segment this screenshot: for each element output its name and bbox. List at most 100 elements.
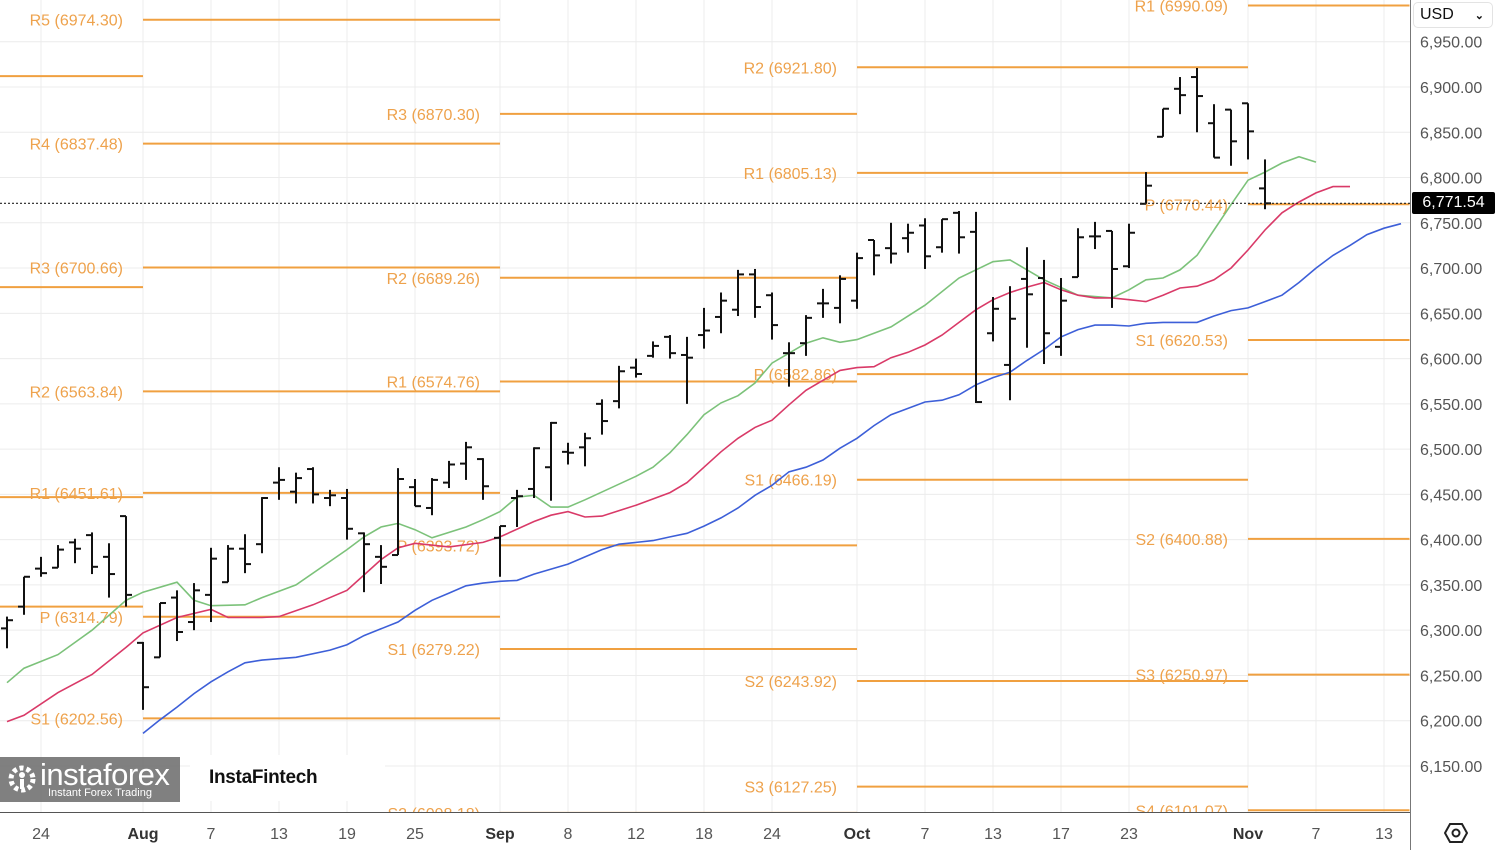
currency-select[interactable]: USD ⌄ [1413, 2, 1493, 28]
pivot-label: S1 (6279.22) [387, 642, 480, 659]
ohlc-bar [732, 269, 744, 317]
ohlc-bar [987, 297, 999, 342]
ohlc-bar [936, 218, 948, 253]
time-tick-label: 8 [564, 826, 573, 843]
time-tick-label: 12 [627, 826, 645, 843]
time-tick-label: Oct [844, 826, 871, 843]
time-tick-label: Sep [485, 826, 515, 843]
pivot-label: R1 (6805.13) [744, 166, 837, 183]
time-tick-label: Nov [1233, 826, 1263, 843]
ma-line-ma-fast [6, 155, 1317, 684]
ohlc-bar [52, 545, 64, 569]
price-tick-label: 6,850.00 [1420, 125, 1482, 142]
price-tick-label: 6,900.00 [1420, 80, 1482, 97]
price-tick-label: 6,700.00 [1420, 261, 1482, 278]
ohlc-bar [579, 432, 591, 467]
chevron-down-icon: ⌄ [1474, 9, 1484, 22]
price-tick-label: 6,600.00 [1420, 352, 1482, 369]
ohlc-bar [137, 641, 149, 710]
ohlc-bar [766, 292, 778, 340]
ohlc-bar [953, 211, 965, 254]
pivot-label: S2 (6400.88) [1135, 532, 1228, 549]
moving-averages [6, 155, 1402, 735]
ohlc-bar [1157, 107, 1169, 138]
ohlc-bar [494, 525, 506, 577]
current-price-badge: 6,771.54 [1412, 192, 1495, 215]
time-axis[interactable]: 24 Aug 7 13 19 25 Sep 8 12 18 24 Oct 7 13 17 23 Nov 7 13 [32, 826, 1393, 843]
ohlc-bar [1174, 77, 1186, 115]
ohlc-bar [120, 515, 132, 607]
ohlc-bar [273, 467, 285, 500]
pivot-levels: R5 (6974.30) R4 (6837.48) R3 (6700.66) R2 (… [0, 0, 1410, 820]
time-tick-label: 7 [207, 826, 216, 843]
currency-select-value: USD [1420, 6, 1454, 23]
ohlc-bar [69, 538, 81, 564]
pivot-label: S1 (6620.53) [1135, 333, 1228, 350]
ohlc-bar [1242, 102, 1254, 160]
ohlc-bars [1, 67, 1271, 710]
pivot-label: S1 (6466.19) [744, 473, 837, 490]
ohlc-bar [868, 238, 880, 276]
gear-logo-icon [8, 765, 36, 793]
ohlc-bar [358, 532, 370, 593]
price-tick-label: 6,500.00 [1420, 442, 1482, 459]
ohlc-bar [528, 447, 540, 499]
ohlc-bar [1004, 286, 1016, 401]
ohlc-bar [1072, 228, 1084, 279]
ohlc-bar [545, 421, 557, 501]
ohlc-bar [596, 399, 608, 435]
pivot-label: S3 (6250.97) [1135, 668, 1228, 685]
ohlc-bar [307, 467, 319, 504]
time-tick-label: 7 [921, 826, 930, 843]
ohlc-bar [715, 292, 727, 334]
ohlc-bar [800, 315, 812, 356]
time-tick-label: 17 [1052, 826, 1070, 843]
time-tick-label: 13 [1375, 826, 1393, 843]
ma-line-ma-slow [142, 222, 1402, 735]
ohlc-bar [783, 342, 795, 387]
ohlc-bar [222, 545, 234, 584]
ohlc-bar [375, 545, 387, 585]
pivot-label: P (6393.72) [397, 538, 480, 555]
ohlc-bar [477, 458, 489, 500]
price-tick-label: 6,250.00 [1420, 668, 1482, 685]
ohlc-bar [1089, 221, 1101, 250]
settings-icon[interactable] [1444, 821, 1468, 845]
ohlc-bar [630, 358, 642, 378]
price-tick-label: 6,800.00 [1420, 171, 1482, 188]
pivot-label: S1 (6202.56) [30, 711, 123, 728]
ohlc-bar [18, 575, 30, 615]
pivot-label: R4 (6837.48) [30, 137, 123, 154]
time-tick-label: 13 [270, 826, 288, 843]
price-tick-label: 6,950.00 [1420, 35, 1482, 52]
instaforex-tagline: Instant Forex Trading [48, 787, 152, 799]
ohlc-bar [1208, 104, 1220, 159]
ohlc-bar [103, 543, 115, 598]
pivot-label: R3 (6700.66) [30, 260, 123, 277]
ohlc-bar [239, 534, 251, 574]
ohlc-bar [188, 583, 200, 631]
ohlc-bar [392, 468, 404, 557]
ohlc-bar [885, 222, 897, 264]
ohlc-bar [647, 341, 659, 358]
price-tick-label: 6,150.00 [1420, 759, 1482, 776]
price-tick-label: 6,450.00 [1420, 487, 1482, 504]
time-tick-label: 24 [763, 826, 781, 843]
ohlc-bar [460, 441, 472, 480]
pivot-label: R1 (6990.09) [1135, 0, 1228, 15]
pivot-label: S3 (6127.25) [744, 780, 837, 797]
ohlc-bar [205, 547, 217, 623]
pivot-label: R2 (6689.26) [387, 271, 480, 288]
instaforex-logo: instaforex Instant Forex Trading [0, 757, 180, 802]
price-tick-label: 6,200.00 [1420, 714, 1482, 731]
ohlc-bar [1123, 223, 1135, 269]
price-axis[interactable]: 6,150.00 6,200.00 6,250.00 6,300.00 6,350.00… [1420, 35, 1482, 776]
ohlc-bar [1055, 278, 1067, 356]
ohlc-bar [324, 489, 336, 507]
ohlc-bar [562, 442, 574, 465]
pivot-label: S2 (6243.92) [744, 674, 837, 691]
price-tick-label: 6,650.00 [1420, 306, 1482, 323]
pivot-label: S4 (6101.07) [1135, 803, 1228, 820]
pivot-label: R1 (6451.61) [30, 486, 123, 503]
